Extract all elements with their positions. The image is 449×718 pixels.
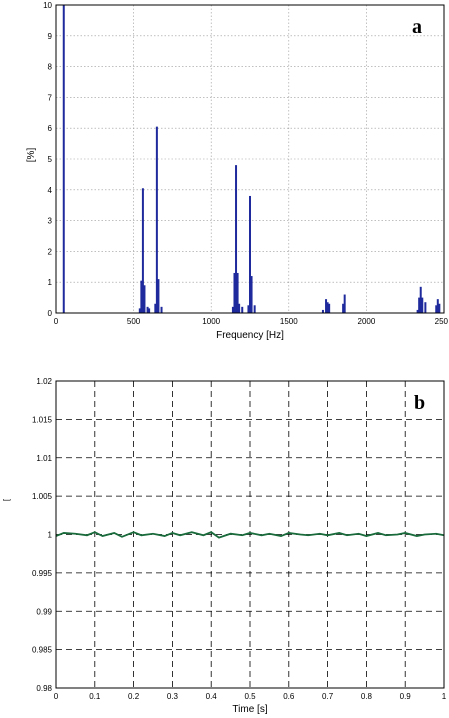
y-tick-label: 4 [48, 186, 53, 195]
panel-label-a: a [412, 16, 422, 38]
y-tick-label: 1.02 [36, 377, 52, 386]
grid-b [56, 381, 444, 688]
x-tick-label: 0.4 [206, 692, 218, 701]
y-tick-label: 5 [48, 155, 53, 164]
x-tick-label: 1 [442, 692, 447, 701]
plot-frame-b [55, 380, 445, 689]
y-tick-label: 1 [48, 531, 53, 540]
x-tick-label: 0.3 [167, 692, 179, 701]
y-tick-label: 7 [48, 93, 53, 102]
y-tick-label: 10 [43, 1, 52, 10]
bars-a [62, 5, 441, 313]
y-tick-label: 3 [48, 217, 53, 226]
y-tick-label: 1.015 [32, 415, 53, 424]
x-tick-label: 250 [435, 317, 449, 326]
y-axis-label-a: [%] [26, 148, 37, 163]
y-tick-label: 2 [48, 247, 53, 256]
plot-frame-a [55, 4, 445, 314]
grid-a [56, 5, 444, 313]
y-tick-label: 6 [48, 124, 53, 133]
y-tick-labels-a: 0 1 2 3 4 5 6 7 8 9 10 [43, 1, 52, 318]
y-tick-label: 1 [48, 278, 53, 287]
y-tick-label: 0.99 [36, 607, 52, 616]
x-tick-label: 0.9 [400, 692, 412, 701]
x-tick-label: 0.7 [322, 692, 334, 701]
y-tick-label: 1.01 [36, 454, 52, 463]
y-tick-label: 0.98 [36, 684, 52, 693]
x-tick-label: 0.5 [244, 692, 256, 701]
x-tick-label: 0.1 [89, 692, 101, 701]
series-line-b [55, 531, 445, 539]
x-axis-label-b: Time [s] [232, 704, 267, 715]
y-tick-label: 8 [48, 63, 53, 72]
x-tick-label: 2000 [358, 317, 376, 326]
x-tick-label: 1000 [202, 317, 220, 326]
x-tick-label: 1500 [280, 317, 298, 326]
y-tick-label: 0.995 [32, 569, 53, 578]
x-tick-label: 0 [54, 317, 59, 326]
y-tick-label: 1.005 [32, 492, 53, 501]
panel-label-b: b [414, 392, 425, 414]
y-tick-labels-b: 0.98 0.985 0.99 0.995 1 1.005 1.01 1.015 1.02 [32, 377, 53, 693]
x-tick-label: 0.2 [128, 692, 140, 701]
x-tick-label: 500 [127, 317, 141, 326]
x-tick-labels-b: 0 0.1 0.2 0.3 0.4 0.5 0.6 0.7 0.8 0.9 1 [54, 692, 447, 701]
x-tick-label: 0.8 [361, 692, 373, 701]
x-tick-label: 0.6 [283, 692, 295, 701]
panel-b: 0 0.1 0.2 0.3 0.4 0.5 0.6 0.7 0.8 0.9 1 0.980.9850… [2, 377, 447, 715]
x-axis-label-a: Frequency [Hz] [216, 330, 284, 341]
x-tick-labels-a: 0 500 1000 1500 2000 250 [54, 317, 449, 326]
y-tick-label: 0 [48, 309, 53, 318]
y-tick-label: 9 [48, 32, 53, 41]
x-tick-label: 0 [54, 692, 59, 701]
y-tick-label: 0.985 [32, 646, 53, 655]
panel-a: 0 500 1000 1500 2000 250 0 1 2 3 4 5 6 7 8 9 10 Frequen… [26, 1, 449, 341]
y-axis-label-b: [ [2, 498, 11, 501]
